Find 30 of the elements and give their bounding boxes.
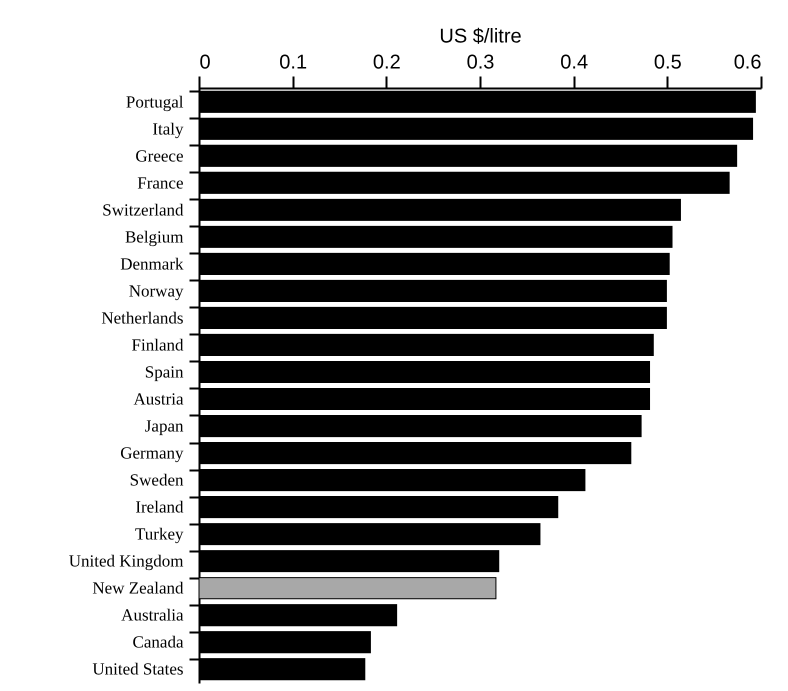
- x-tick-label: 0.6: [734, 52, 762, 74]
- x-tick-label: 0: [200, 52, 211, 74]
- y-tick-label: Spain: [144, 362, 184, 382]
- y-tick-label: Finland: [132, 335, 184, 354]
- y-tick-label: United States: [92, 660, 184, 679]
- x-axis-title: US $/litre: [439, 26, 522, 48]
- y-tick-label: Belgium: [124, 227, 184, 246]
- x-tick-label: 0.1: [279, 52, 308, 74]
- x-tick-label: 0.5: [654, 52, 682, 74]
- y-tick-label: Austria: [133, 390, 184, 409]
- y-tick-label: Japan: [144, 416, 184, 436]
- y-tick-label: Netherlands: [101, 308, 184, 328]
- y-tick-label: Portugal: [126, 92, 184, 112]
- y-tick-label: Australia: [121, 606, 184, 625]
- y-tick-label: Norway: [128, 281, 184, 300]
- y-tick-label: Germany: [120, 444, 184, 463]
- y-tick-label: Turkey: [135, 524, 184, 544]
- x-tick-label: 0.4: [560, 52, 588, 74]
- y-tick-label: Switzerland: [102, 200, 184, 220]
- x-tick-label: 0.2: [372, 52, 401, 74]
- x-tick-label: 0.3: [466, 52, 494, 74]
- y-tick-label: France: [137, 173, 184, 192]
- y-tick-label: Ireland: [135, 498, 184, 517]
- y-tick-label: Denmark: [120, 254, 184, 274]
- y-tick-label: Sweden: [130, 470, 184, 490]
- y-tick-label: Italy: [152, 119, 184, 138]
- y-tick-label: Canada: [132, 632, 184, 652]
- y-tick-label: New Zealand: [92, 578, 184, 598]
- y-tick-label: United Kingdom: [68, 552, 184, 571]
- y-tick-label: Greece: [135, 146, 184, 166]
